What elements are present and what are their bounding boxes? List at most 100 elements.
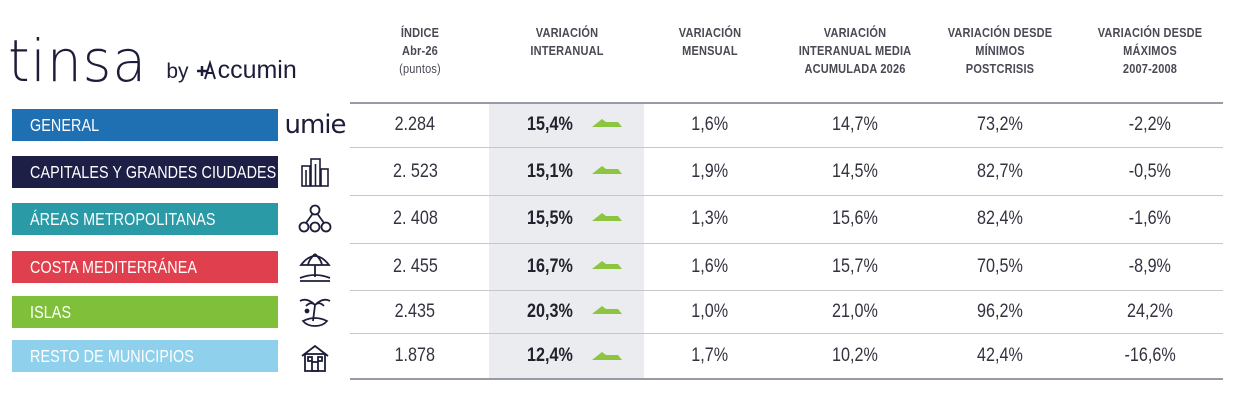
value-text: 14,5%: [832, 161, 878, 182]
header-indice-unit: (puntos): [399, 62, 441, 76]
header-indice-line1: ÍNDICE: [400, 26, 440, 40]
up-arrow-icon: [592, 166, 622, 174]
buildings-icon: [286, 154, 344, 190]
cell-general-mensual: 1,6%: [650, 109, 770, 141]
value-text: 15,6%: [832, 208, 878, 229]
row-divider: [350, 290, 1223, 291]
cell-areas-media: 15,6%: [770, 203, 940, 235]
beach-umbrella-icon: [286, 249, 344, 285]
value-text: -2,2%: [1128, 114, 1172, 135]
up-arrow-icon: [592, 352, 622, 360]
value-text: 21,0%: [832, 301, 878, 322]
value-text: 2. 408: [392, 208, 438, 229]
cell-costa-indice: 2. 455: [360, 251, 470, 283]
cell-resto-interanual: 12,4%: [500, 340, 600, 372]
cell-islas-mensual: 1,0%: [650, 296, 770, 328]
cell-capitales-mensual: 1,9%: [650, 156, 770, 188]
value-text: 73,2%: [977, 114, 1023, 135]
value-text: 24,2%: [1127, 301, 1173, 322]
value-text: 96,2%: [977, 301, 1023, 322]
header-media-line1: VARIACIÓN: [823, 26, 887, 40]
header-mensual-line2: MENSUAL: [682, 44, 738, 58]
value-text: 82,7%: [977, 161, 1023, 182]
up-arrow-icon: [592, 306, 622, 314]
value-text: 2. 455: [392, 256, 438, 277]
cell-costa-mensual: 1,6%: [650, 251, 770, 283]
category-general: GENERAL: [12, 109, 278, 141]
cell-costa-minimos: 70,5%: [925, 251, 1075, 283]
header-interanual: VARIACIÓN INTERANUAL: [508, 24, 626, 60]
header-media-line2: INTERANUAL MEDIA: [798, 44, 912, 58]
cell-areas-indice: 2. 408: [360, 203, 470, 235]
value-text: -16,6%: [1124, 345, 1176, 366]
header-maximos-line1: VARIACIÓN DESDE: [1097, 26, 1203, 40]
value-text: 1.878: [394, 345, 436, 366]
up-arrow-icon: [592, 213, 622, 221]
category-areas: ÁREAS METROPOLITANAS: [12, 203, 278, 235]
header-indice: ÍNDICE Abr-26 (puntos): [376, 24, 464, 78]
cell-costa-media: 15,7%: [770, 251, 940, 283]
cell-islas-interanual: 20,3%: [500, 296, 600, 328]
cell-resto-maximos: -16,6%: [1075, 340, 1225, 372]
category-costa-label: COSTA MEDITERRÁNEA: [30, 256, 198, 277]
value-text: 2. 523: [392, 161, 438, 182]
cell-areas-minimos: 82,4%: [925, 203, 1075, 235]
cell-islas-media: 21,0%: [770, 296, 940, 328]
cell-resto-media: 10,2%: [770, 340, 940, 372]
row-divider: [350, 195, 1223, 196]
table-bottom-border: [350, 378, 1223, 380]
tinsa-logo-text: tinsa: [8, 27, 148, 95]
cell-capitales-maximos: -0,5%: [1075, 156, 1225, 188]
cell-areas-mensual: 1,3%: [650, 203, 770, 235]
cell-resto-indice: 1.878: [360, 340, 470, 372]
header-maximos: VARIACIÓN DESDE MÁXIMOS 2007-2008: [1084, 24, 1216, 78]
value-text: 20,3%: [527, 301, 573, 322]
value-text: 42,4%: [977, 345, 1023, 366]
value-text: 15,7%: [832, 256, 878, 277]
header-mensual: VARIACIÓN MENSUAL: [657, 24, 763, 60]
value-text: 10,2%: [832, 345, 878, 366]
cell-areas-interanual: 15,5%: [500, 203, 600, 235]
cell-capitales-interanual: 15,1%: [500, 156, 600, 188]
category-resto-label: RESTO DE MUNICIPIOS: [30, 345, 194, 366]
value-text: -0,5%: [1128, 161, 1172, 182]
cell-capitales-indice: 2. 523: [360, 156, 470, 188]
category-islas-label: ISLAS: [30, 301, 72, 322]
header-minimos-line2: MÍNIMOS: [975, 44, 1025, 58]
accumin-logo-text: ccumin: [217, 56, 297, 84]
row-divider: [350, 147, 1223, 148]
value-text: 1,3%: [691, 208, 729, 229]
header-mensual-line1: VARIACIÓN: [678, 26, 742, 40]
value-text: 15,1%: [527, 161, 573, 182]
header-media: VARIACIÓN INTERANUAL MEDIA ACUMULADA 202…: [780, 24, 930, 78]
cell-islas-minimos: 96,2%: [925, 296, 1075, 328]
category-general-label: GENERAL: [30, 114, 100, 135]
value-text: 2.435: [394, 301, 436, 322]
header-minimos-line1: VARIACIÓN DESDE: [947, 26, 1053, 40]
header-divider: [350, 102, 1223, 104]
value-text: 1,6%: [691, 256, 729, 277]
category-capitales-label: CAPITALES Y GRANDES CIUDADES: [30, 161, 277, 182]
header-minimos: VARIACIÓN DESDE MÍNIMOS POSTCRISIS: [934, 24, 1066, 78]
header-media-line3: ACUMULADA 2026: [804, 62, 906, 76]
row-divider: [350, 333, 1223, 334]
header-maximos-line3: 2007-2008: [1122, 62, 1178, 76]
cell-islas-maximos: 24,2%: [1075, 296, 1225, 328]
cell-general-media: 14,7%: [770, 109, 940, 141]
value-text: 1,6%: [691, 114, 729, 135]
value-text: 1,7%: [691, 345, 729, 366]
cell-capitales-media: 14,5%: [770, 156, 940, 188]
value-text: 2.284: [394, 114, 436, 135]
island-icon: [286, 294, 344, 330]
cell-general-indice: 2.284: [360, 109, 470, 141]
row-divider: [350, 243, 1223, 244]
interanual-highlight-column: [489, 104, 644, 379]
network-icon: [286, 201, 344, 237]
cell-general-maximos: -2,2%: [1075, 109, 1225, 141]
cell-resto-mensual: 1,7%: [650, 340, 770, 372]
category-costa: COSTA MEDITERRÁNEA: [12, 251, 278, 283]
category-capitales: CAPITALES Y GRANDES CIUDADES: [12, 156, 278, 188]
cell-islas-indice: 2.435: [360, 296, 470, 328]
value-text: -8,9%: [1128, 256, 1172, 277]
value-text: 12,4%: [527, 345, 573, 366]
